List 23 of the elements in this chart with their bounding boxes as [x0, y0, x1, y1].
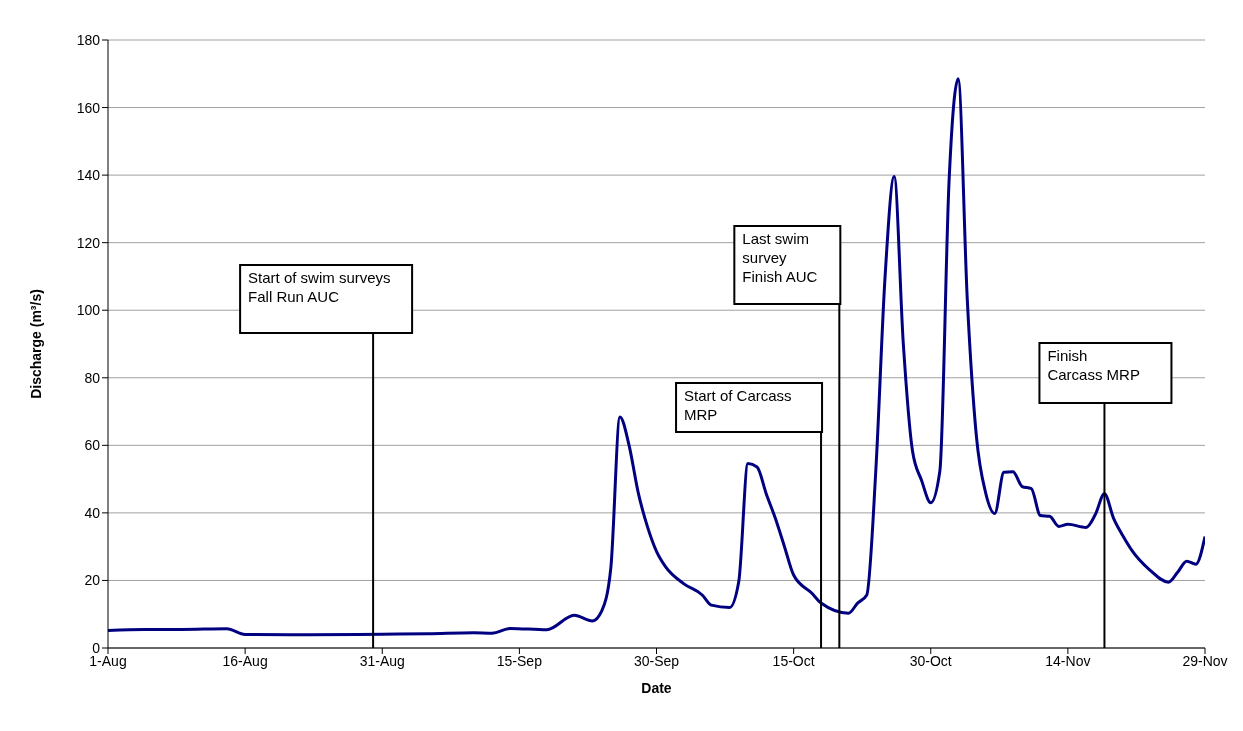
y-tick-label: 40 [84, 504, 101, 521]
y-tick-label: 60 [84, 437, 101, 454]
x-tick-label: 15-Oct [772, 652, 815, 669]
ref-line-label: Last swim survey Finish AUC [742, 230, 818, 285]
ref-line-label: Start of Carcass MRP [684, 387, 792, 423]
y-axis-title: Discharge (m³/s) [27, 289, 44, 399]
y-tick-label: 180 [76, 31, 101, 48]
x-tick-label: 29-Nov [1182, 652, 1228, 669]
ref-line-label: Start of swim surveys Fall Run AUC [248, 269, 391, 305]
x-tick-label: 30-Oct [909, 652, 952, 669]
y-tick-label: 140 [76, 167, 101, 184]
ref-line-label: Finish Carcass MRP [1047, 347, 1140, 383]
x-axis-title: Date [641, 680, 672, 696]
x-tick-label: 14-Nov [1045, 652, 1091, 669]
y-tick-label: 100 [76, 302, 101, 319]
x-tick-label: 15-Sep [496, 652, 543, 669]
x-tick-label: 30-Sep [633, 652, 680, 669]
x-tick-label: 16-Aug [222, 652, 268, 669]
y-tick-label: 120 [76, 234, 101, 251]
x-tick-label: 31-Aug [359, 652, 405, 669]
y-tick-label: 20 [84, 572, 101, 589]
y-tick-label: 160 [76, 99, 101, 116]
y-tick-label: 80 [84, 369, 101, 386]
